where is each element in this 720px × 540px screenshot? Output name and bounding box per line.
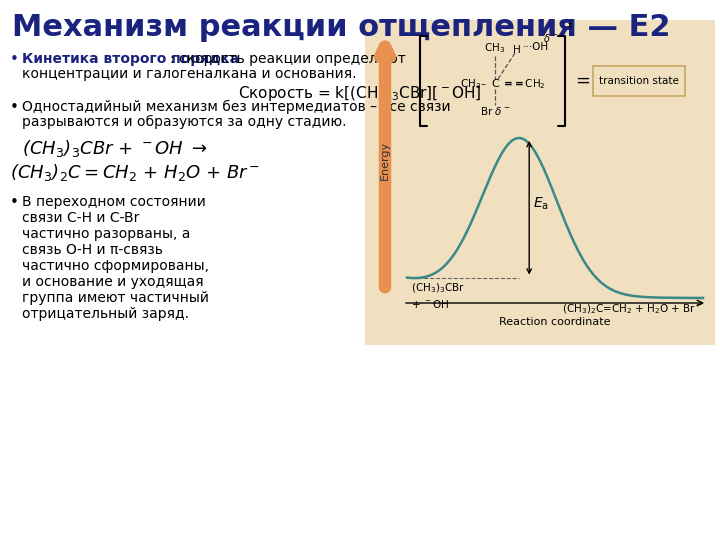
Text: связь О-H и π-связь: связь О-H и π-связь	[22, 243, 163, 257]
Text: (CH$_3$)$_3$CBr
+ $^-$OH: (CH$_3$)$_3$CBr + $^-$OH	[411, 281, 465, 310]
Text: Одностадийный механизм без интермедиатов – все связи: Одностадийный механизм без интермедиатов…	[22, 100, 451, 114]
Text: •: •	[10, 52, 19, 67]
Text: Кинетика второго порядка: Кинетика второго порядка	[22, 52, 239, 66]
Text: связи С-H и С-Br: связи С-H и С-Br	[22, 211, 140, 225]
Text: частично сформированы,: частично сформированы,	[22, 259, 209, 273]
Bar	[365, 20, 715, 345]
Text: transition state: transition state	[599, 76, 679, 86]
Text: $E_\mathrm{a}$: $E_\mathrm{a}$	[534, 195, 549, 212]
Text: (CH$_3$)$_2$C$=$CH$_2$ + H$_2$O + Br$^-$: (CH$_3$)$_2$C$=$CH$_2$ + H$_2$O + Br$^-$	[10, 162, 260, 183]
Text: разрываются и образуются за одну стадию.: разрываются и образуются за одну стадию.	[22, 115, 346, 129]
Text: CH$_3$: CH$_3$	[485, 41, 505, 55]
Text: $\delta^-$: $\delta^-$	[543, 32, 558, 44]
Text: $^‡$: $^‡$	[567, 21, 573, 34]
Text: (CH$_3$)$_3$CBr + $^-$OH $\rightarrow$: (CH$_3$)$_3$CBr + $^-$OH $\rightarrow$	[22, 138, 207, 159]
Text: $\mathbf{=\!=}$CH$_2$: $\mathbf{=\!=}$CH$_2$	[501, 77, 546, 91]
Text: (CH$_3$)$_2$C=CH$_2$ + H$_2$O + Br$^-$: (CH$_3$)$_2$C=CH$_2$ + H$_2$O + Br$^-$	[562, 302, 703, 315]
Text: В переходном состоянии: В переходном состоянии	[22, 195, 206, 209]
Text: частично разорваны, а: частично разорваны, а	[22, 227, 190, 241]
Text: Механизм реакции отщепления — E2: Механизм реакции отщепления — E2	[12, 13, 670, 42]
Text: Energy: Energy	[380, 140, 390, 180]
Text: Скорость = k[(CH$_3$)$_3$CBr][$^-$OH]: Скорость = k[(CH$_3$)$_3$CBr][$^-$OH]	[238, 84, 482, 103]
Text: : скорость реакции определяют: : скорость реакции определяют	[170, 52, 406, 66]
Text: Br $\delta^-$: Br $\delta^-$	[480, 105, 510, 117]
Text: H: H	[513, 45, 521, 55]
Text: CH$_3$–: CH$_3$–	[460, 77, 487, 91]
Text: группа имеют частичный: группа имеют частичный	[22, 291, 209, 305]
Text: =: =	[575, 72, 590, 90]
Text: Reaction coordinate: Reaction coordinate	[499, 317, 611, 327]
Text: C: C	[491, 79, 499, 89]
FancyBboxPatch shape	[593, 66, 685, 96]
Text: •: •	[10, 195, 19, 210]
Text: отрицательный заряд.: отрицательный заряд.	[22, 307, 189, 321]
Text: концентрации и галогеналкана и основания.: концентрации и галогеналкана и основания…	[22, 67, 356, 81]
Text: и основание и уходящая: и основание и уходящая	[22, 275, 204, 289]
Text: •: •	[10, 100, 19, 115]
Text: ···OH: ···OH	[523, 42, 549, 52]
